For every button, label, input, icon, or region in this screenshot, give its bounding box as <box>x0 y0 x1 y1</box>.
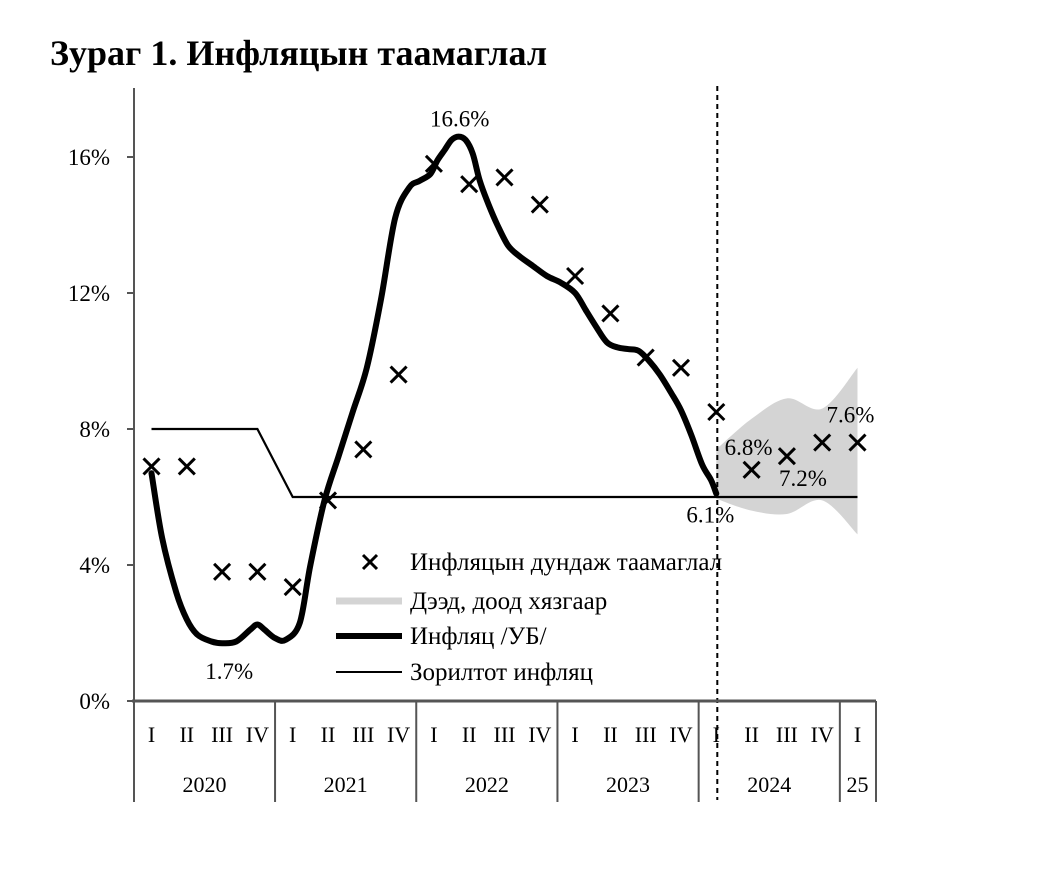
forecast-point-marker <box>777 447 796 466</box>
forecast-point-marker <box>318 491 338 510</box>
x-tick-label: I <box>854 722 861 747</box>
data-label: 6.8% <box>725 435 773 460</box>
data-labels-layer: 16.6% 1.7% 6.1% 6.8%7.2% 7.6% <box>205 107 874 685</box>
x-tick-label: III <box>211 722 233 747</box>
legend-label: Инфляц /УБ/ <box>410 623 547 650</box>
legend-label: Зорилтот инфляц <box>410 659 593 686</box>
x-year-label: 2024 <box>747 772 791 797</box>
actual-line-layer <box>148 133 720 647</box>
forecast-point-marker <box>283 578 302 597</box>
data-label: 7.2% <box>779 466 827 491</box>
x-tick-label: IV <box>811 722 834 747</box>
y-tick-label: 16% <box>68 145 110 170</box>
target-line-layer <box>151 427 858 499</box>
legend-marker-forecast <box>361 553 379 571</box>
x-tick-label: IV <box>528 722 551 747</box>
y-tick-label: 0% <box>79 689 110 714</box>
y-tick-label: 4% <box>79 553 110 578</box>
forecast-point-marker <box>671 358 691 377</box>
band-layer <box>716 367 858 535</box>
x-year-label: 2021 <box>324 772 368 797</box>
legend-label: Дээд, доод хязгаар <box>410 588 607 615</box>
x-tick-label: II <box>321 722 336 747</box>
x-tick-label: IV <box>387 722 410 747</box>
forecast-point-marker <box>213 562 232 581</box>
x-tick-label: I <box>713 722 720 747</box>
forecast-range-band <box>716 367 858 535</box>
forecast-point-marker <box>424 154 443 173</box>
x-tick-label: III <box>776 722 798 747</box>
actual-inflation-line <box>148 133 720 647</box>
data-label: 7.6% <box>827 403 875 428</box>
x-tick-label: I <box>148 722 155 747</box>
x-tick-label: III <box>352 722 374 747</box>
data-label: 1.7% <box>205 659 253 684</box>
x-tick-label: IV <box>669 722 692 747</box>
x-tick-label: III <box>494 722 516 747</box>
x-year-label: 2023 <box>606 772 650 797</box>
forecast-markers-layer <box>142 154 867 597</box>
forecast-point-marker <box>848 433 867 452</box>
forecast-point-marker <box>566 266 585 286</box>
data-label: 6.1% <box>686 503 734 528</box>
x-year-label: 2020 <box>183 772 227 797</box>
x-tick-label: I <box>289 722 296 747</box>
forecast-point-marker <box>354 440 373 459</box>
axes-layer: 0%4%8%12%16%I II III IV I II III IV I II III IV I II I… <box>68 88 877 802</box>
forecast-point-marker <box>636 348 655 367</box>
x-year-label: 2022 <box>465 772 509 797</box>
x-year-label: 25 <box>847 772 869 797</box>
x-tick-label: I <box>571 722 578 747</box>
forecast-point-marker <box>460 175 479 194</box>
data-label: 16.6% <box>430 107 489 132</box>
y-tick-label: 8% <box>79 417 110 442</box>
x-tick-label: III <box>635 722 657 747</box>
forecast-point-marker <box>389 365 408 384</box>
legend: Инфляцын дундаж таамаглал Дээд, доод хязг… <box>336 549 722 686</box>
forecast-point-marker <box>177 457 196 476</box>
x-tick-label: II <box>179 722 194 747</box>
x-tick-label: I <box>430 722 437 747</box>
legend-label: Инфляцын дундаж таамаглал <box>410 549 722 576</box>
chart-title: Зураг 1. Инфляцын таамаглал <box>50 33 548 73</box>
x-tick-label: II <box>462 722 477 747</box>
forecast-point-marker <box>707 402 726 422</box>
forecast-point-marker <box>813 433 832 452</box>
forecast-point-marker <box>248 562 267 581</box>
x-tick-label: II <box>603 722 618 747</box>
forecast-point-marker <box>601 304 620 323</box>
target-inflation-line <box>151 427 858 499</box>
y-tick-label: 12% <box>68 281 110 306</box>
x-tick-label: II <box>744 722 759 747</box>
forecast-point-marker <box>495 168 514 187</box>
forecast-point-marker <box>530 195 549 214</box>
forecast-point-marker <box>142 457 161 476</box>
forecast-point-marker <box>742 460 761 479</box>
x-tick-label: IV <box>246 722 269 747</box>
